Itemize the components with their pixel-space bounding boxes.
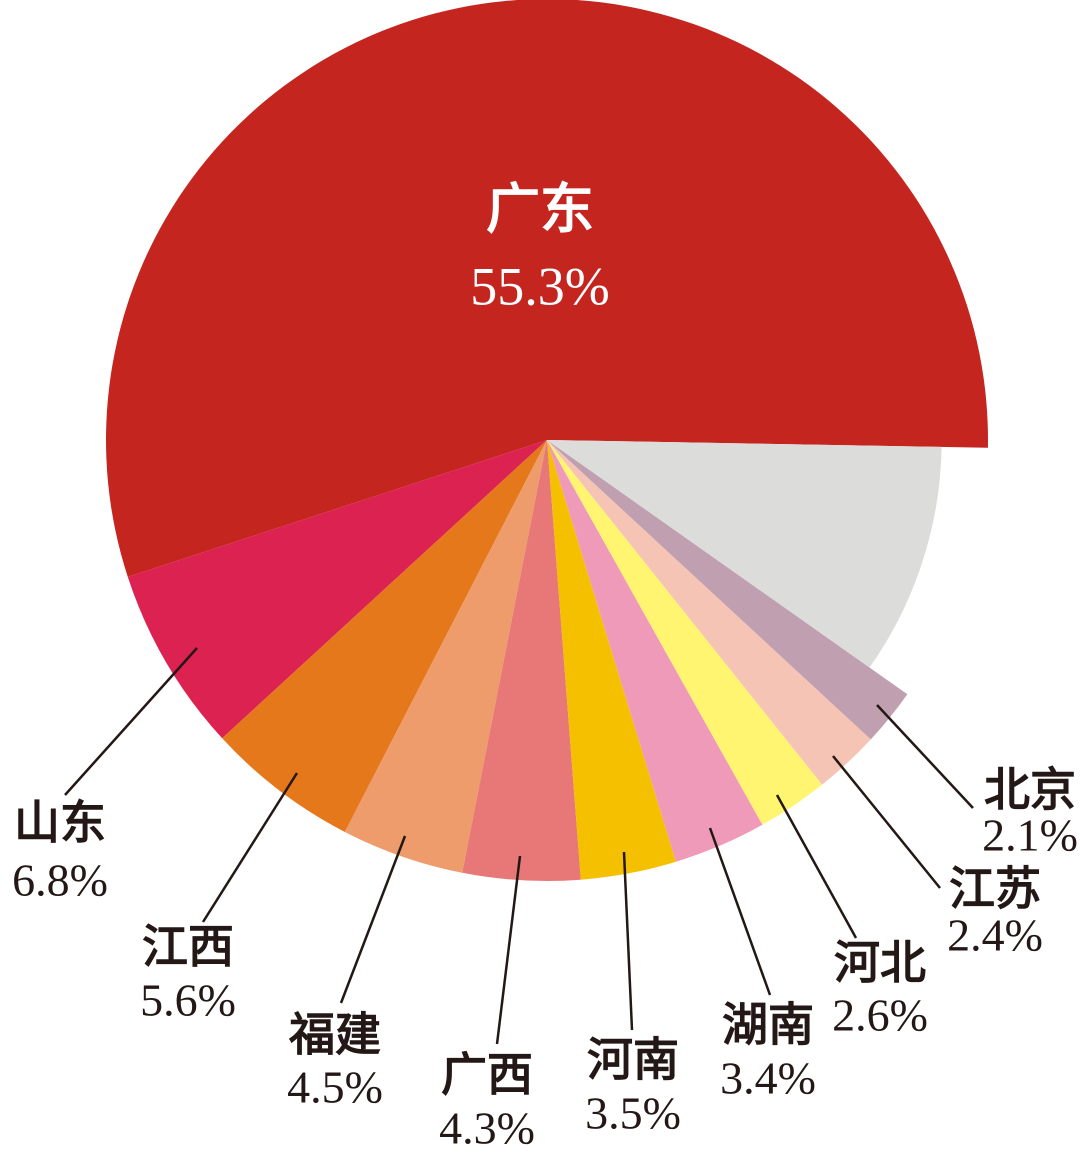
pie-slice — [344, 440, 547, 873]
leader-line — [64, 647, 198, 796]
slice-value-label: 4.5% — [287, 1062, 383, 1113]
leader-line — [201, 772, 299, 923]
pie-slice — [127, 440, 547, 739]
pie-slice — [547, 440, 942, 668]
slice-name: 山东 — [14, 798, 106, 849]
slice-name: 江西 — [142, 922, 234, 973]
slice-name: 北京 — [984, 765, 1076, 816]
slice-value-label: 6.8% — [12, 855, 108, 906]
slice-value-label: 3.4% — [720, 1053, 816, 1104]
leader-line — [876, 704, 974, 809]
slice-value-label: 4.3% — [439, 1103, 535, 1153]
pie-slice — [547, 440, 908, 740]
pie-slice — [547, 440, 823, 825]
pie-slice — [547, 440, 763, 862]
pie-slice — [547, 440, 871, 785]
slice-name: 广西 — [441, 1050, 533, 1101]
slice-value-label: 55.3% — [470, 256, 609, 316]
leader-line — [495, 855, 522, 1045]
pie-slice — [547, 440, 676, 880]
pie-slice — [106, 0, 988, 577]
slice-value-label: 2.4% — [947, 910, 1043, 961]
leader-line — [622, 851, 634, 1031]
slice-name: 湖南 — [722, 1000, 814, 1051]
leader-line — [339, 835, 407, 1004]
slice-value-label: 2.6% — [832, 990, 928, 1041]
pie-slice — [222, 440, 548, 832]
leader-line — [708, 827, 772, 996]
pie-slice — [462, 440, 581, 881]
slice-value-label: 5.6% — [140, 975, 236, 1026]
leader-line — [832, 755, 941, 889]
slice-name: 福建 — [288, 1010, 381, 1061]
slice-value-label: 2.1% — [982, 810, 1078, 861]
slice-name: 河北 — [834, 938, 926, 989]
slice-name: 广东 — [486, 179, 594, 239]
leader-line — [775, 794, 858, 939]
slice-name: 江苏 — [949, 864, 1041, 915]
slice-value-label: 3.5% — [585, 1088, 681, 1139]
slice-name: 河南 — [587, 1035, 679, 1086]
